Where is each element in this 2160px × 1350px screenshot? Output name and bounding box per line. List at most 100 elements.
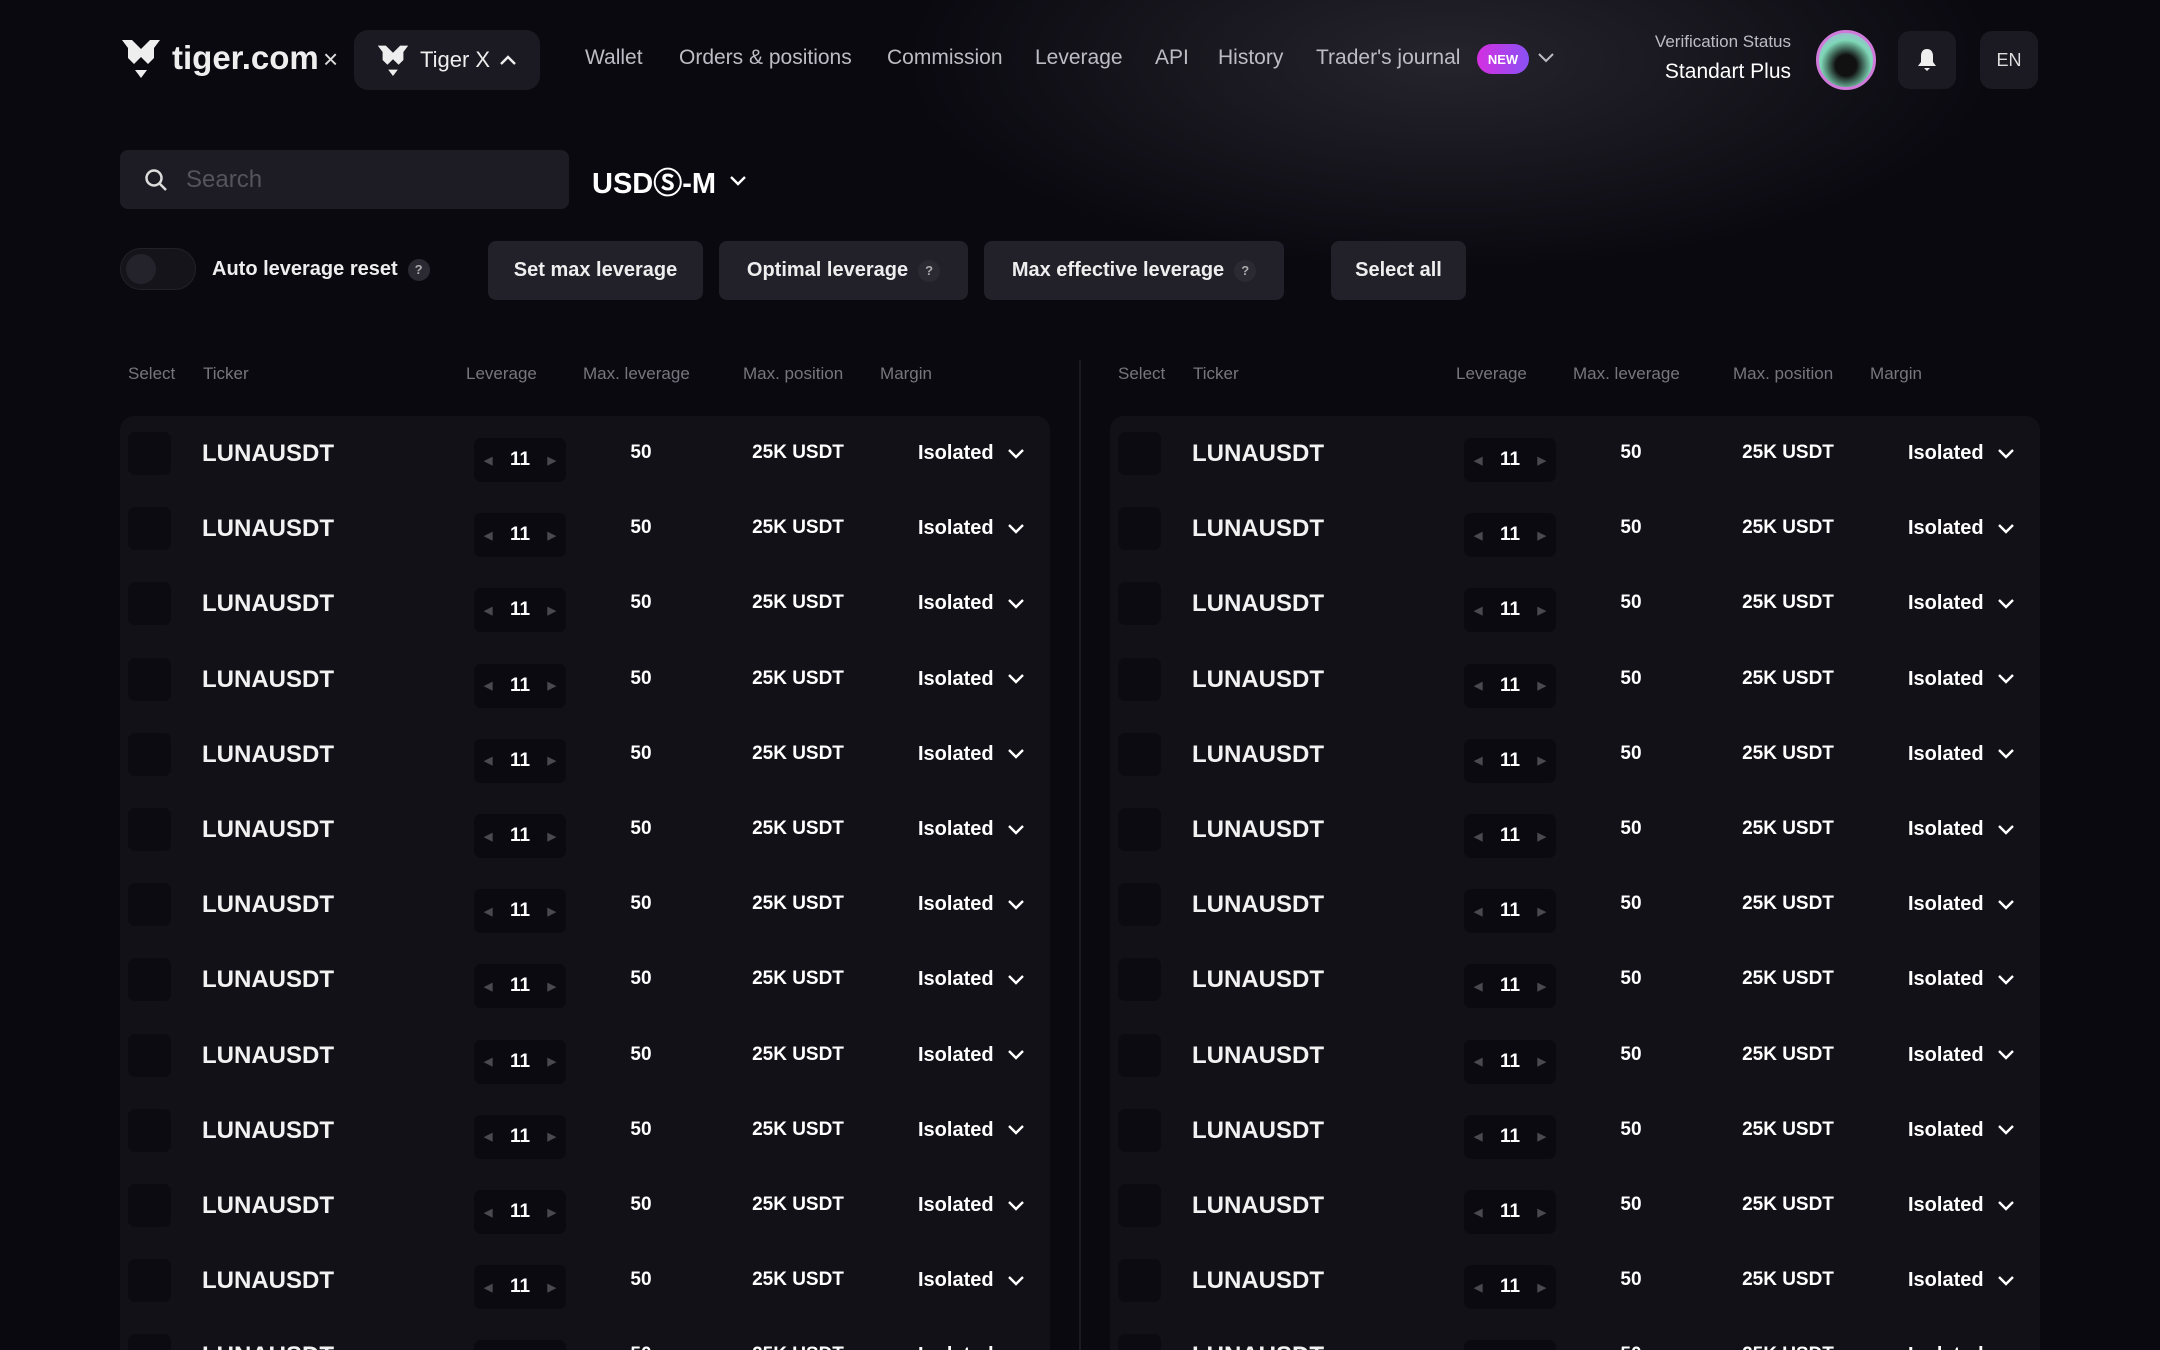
leverage-value[interactable]: 11: [1499, 1125, 1521, 1147]
increment-icon[interactable]: ▶: [547, 454, 556, 467]
increment-icon[interactable]: ▶: [547, 1131, 556, 1144]
margin-mode-select[interactable]: Isolated: [1908, 818, 2014, 841]
margin-mode-select[interactable]: Isolated: [918, 668, 1024, 691]
leverage-stepper[interactable]: ◀ 11 ▶: [1464, 1265, 1556, 1310]
decrement-icon[interactable]: ◀: [1474, 830, 1483, 843]
margin-mode-select[interactable]: Isolated: [918, 968, 1024, 991]
nav-orders-positions[interactable]: Orders & positions: [679, 46, 852, 69]
row-checkbox[interactable]: [128, 1033, 171, 1077]
increment-icon[interactable]: ▶: [1537, 680, 1546, 693]
row-checkbox[interactable]: [1118, 1108, 1161, 1152]
leverage-stepper[interactable]: ◀ 11 ▶: [1464, 663, 1556, 708]
row-checkbox[interactable]: [1118, 958, 1161, 1002]
row-checkbox[interactable]: [128, 507, 171, 551]
decrement-icon[interactable]: ◀: [484, 1206, 493, 1219]
row-checkbox[interactable]: [1118, 432, 1161, 475]
decrement-icon[interactable]: ◀: [484, 454, 493, 467]
select-all-button[interactable]: Select all: [1331, 241, 1466, 300]
leverage-stepper[interactable]: ◀11▶: [1464, 889, 1556, 934]
margin-mode-select[interactable]: Isolated: [918, 1269, 1024, 1292]
leverage-stepper[interactable]: ◀ 11 ▶: [1464, 513, 1556, 558]
decrement-icon[interactable]: ◀: [484, 604, 493, 617]
leverage-stepper[interactable]: ◀11▶: [474, 663, 566, 708]
decrement-icon[interactable]: ◀: [1474, 980, 1483, 993]
search-input[interactable]: [186, 165, 546, 194]
row-checkbox[interactable]: [128, 1184, 171, 1227]
leverage-stepper[interactable]: ◀11▶: [1464, 964, 1556, 1009]
row-checkbox[interactable]: [128, 1259, 171, 1303]
leverage-stepper[interactable]: ◀11▶: [474, 814, 566, 858]
help-icon[interactable]: ?: [407, 258, 430, 281]
margin-mode-select[interactable]: Isolated: [918, 893, 1024, 916]
optimal-leverage-button[interactable]: Optimal leverage?: [719, 241, 968, 300]
help-icon[interactable]: ?: [1234, 259, 1257, 282]
leverage-value[interactable]: 11: [509, 1050, 531, 1072]
leverage-value[interactable]: 11: [1499, 674, 1521, 696]
decrement-icon[interactable]: ◀: [1474, 680, 1483, 693]
row-checkbox[interactable]: [128, 883, 171, 927]
decrement-icon[interactable]: ◀: [1474, 1281, 1483, 1294]
leverage-stepper[interactable]: ◀ 11 ▶: [474, 438, 566, 482]
margin-mode-select[interactable]: Isolated: [1908, 893, 2014, 916]
row-checkbox[interactable]: [128, 582, 171, 626]
leverage-stepper[interactable]: ◀11▶: [1464, 588, 1556, 633]
increment-icon[interactable]: ▶: [1537, 755, 1546, 768]
row-checkbox[interactable]: [128, 657, 171, 701]
leverage-stepper[interactable]: ◀11▶: [1464, 738, 1556, 783]
nav-api[interactable]: API: [1155, 46, 1189, 69]
increment-icon[interactable]: ▶: [547, 680, 556, 693]
row-checkbox[interactable]: [1118, 657, 1161, 701]
leverage-stepper[interactable]: ◀11▶: [474, 1114, 566, 1159]
increment-icon[interactable]: ▶: [547, 1281, 556, 1294]
leverage-value[interactable]: 11: [509, 524, 531, 546]
leverage-value[interactable]: 11: [509, 1201, 531, 1222]
leverage-stepper[interactable]: ◀11▶: [474, 513, 566, 558]
decrement-icon[interactable]: ◀: [484, 680, 493, 693]
leverage-value[interactable]: 11: [1499, 1276, 1521, 1298]
margin-mode-select[interactable]: Isolated: [918, 1119, 1024, 1142]
max-effective-leverage-button[interactable]: Max effective leverage?: [984, 241, 1284, 300]
increment-icon[interactable]: ▶: [1537, 830, 1546, 843]
market-selector[interactable]: USDⓈ-M: [592, 160, 746, 202]
row-checkbox[interactable]: [1118, 1334, 1161, 1350]
leverage-stepper[interactable]: ◀11▶: [474, 964, 566, 1009]
increment-icon[interactable]: ▶: [1537, 529, 1546, 542]
decrement-icon[interactable]: ◀: [1474, 905, 1483, 918]
row-checkbox[interactable]: [128, 808, 171, 851]
nav-history[interactable]: History: [1218, 46, 1284, 69]
margin-mode-select[interactable]: Isolated: [1908, 592, 2014, 615]
leverage-value[interactable]: 11: [509, 449, 531, 470]
increment-icon[interactable]: ▶: [1537, 1056, 1546, 1069]
row-checkbox[interactable]: [128, 1334, 171, 1350]
avatar[interactable]: [1816, 30, 1876, 90]
margin-mode-select[interactable]: Isolated: [1908, 1344, 2014, 1350]
decrement-icon[interactable]: ◀: [1474, 529, 1483, 542]
leverage-value[interactable]: 11: [1499, 825, 1521, 846]
leverage-value[interactable]: 11: [1499, 524, 1521, 546]
decrement-icon[interactable]: ◀: [1474, 1131, 1483, 1144]
nav-leverage[interactable]: Leverage: [1035, 46, 1123, 69]
decrement-icon[interactable]: ◀: [1474, 604, 1483, 617]
language-button[interactable]: EN: [1980, 31, 2038, 89]
row-checkbox[interactable]: [128, 732, 171, 776]
decrement-icon[interactable]: ◀: [484, 1281, 493, 1294]
leverage-stepper[interactable]: ◀11▶: [1464, 1340, 1556, 1350]
set-max-leverage-button[interactable]: Set max leverage: [488, 241, 703, 300]
increment-icon[interactable]: ▶: [1537, 1281, 1546, 1294]
leverage-value[interactable]: 11: [509, 900, 531, 922]
margin-mode-select[interactable]: Isolated: [1908, 442, 2014, 465]
search-box[interactable]: [120, 150, 569, 209]
decrement-icon[interactable]: ◀: [484, 1131, 493, 1144]
leverage-value[interactable]: 11: [1499, 599, 1521, 621]
increment-icon[interactable]: ▶: [1537, 980, 1546, 993]
margin-mode-select[interactable]: Isolated: [918, 1344, 1024, 1350]
increment-icon[interactable]: ▶: [547, 905, 556, 918]
leverage-stepper[interactable]: ◀11▶: [1464, 1114, 1556, 1159]
leverage-stepper[interactable]: ◀11▶: [474, 889, 566, 934]
margin-mode-select[interactable]: Isolated: [1908, 1119, 2014, 1142]
leverage-value[interactable]: 11: [1499, 749, 1521, 771]
help-icon[interactable]: ?: [918, 259, 941, 282]
leverage-stepper[interactable]: ◀11▶: [474, 738, 566, 783]
increment-icon[interactable]: ▶: [547, 529, 556, 542]
leverage-stepper[interactable]: ◀11▶: [1464, 438, 1556, 482]
